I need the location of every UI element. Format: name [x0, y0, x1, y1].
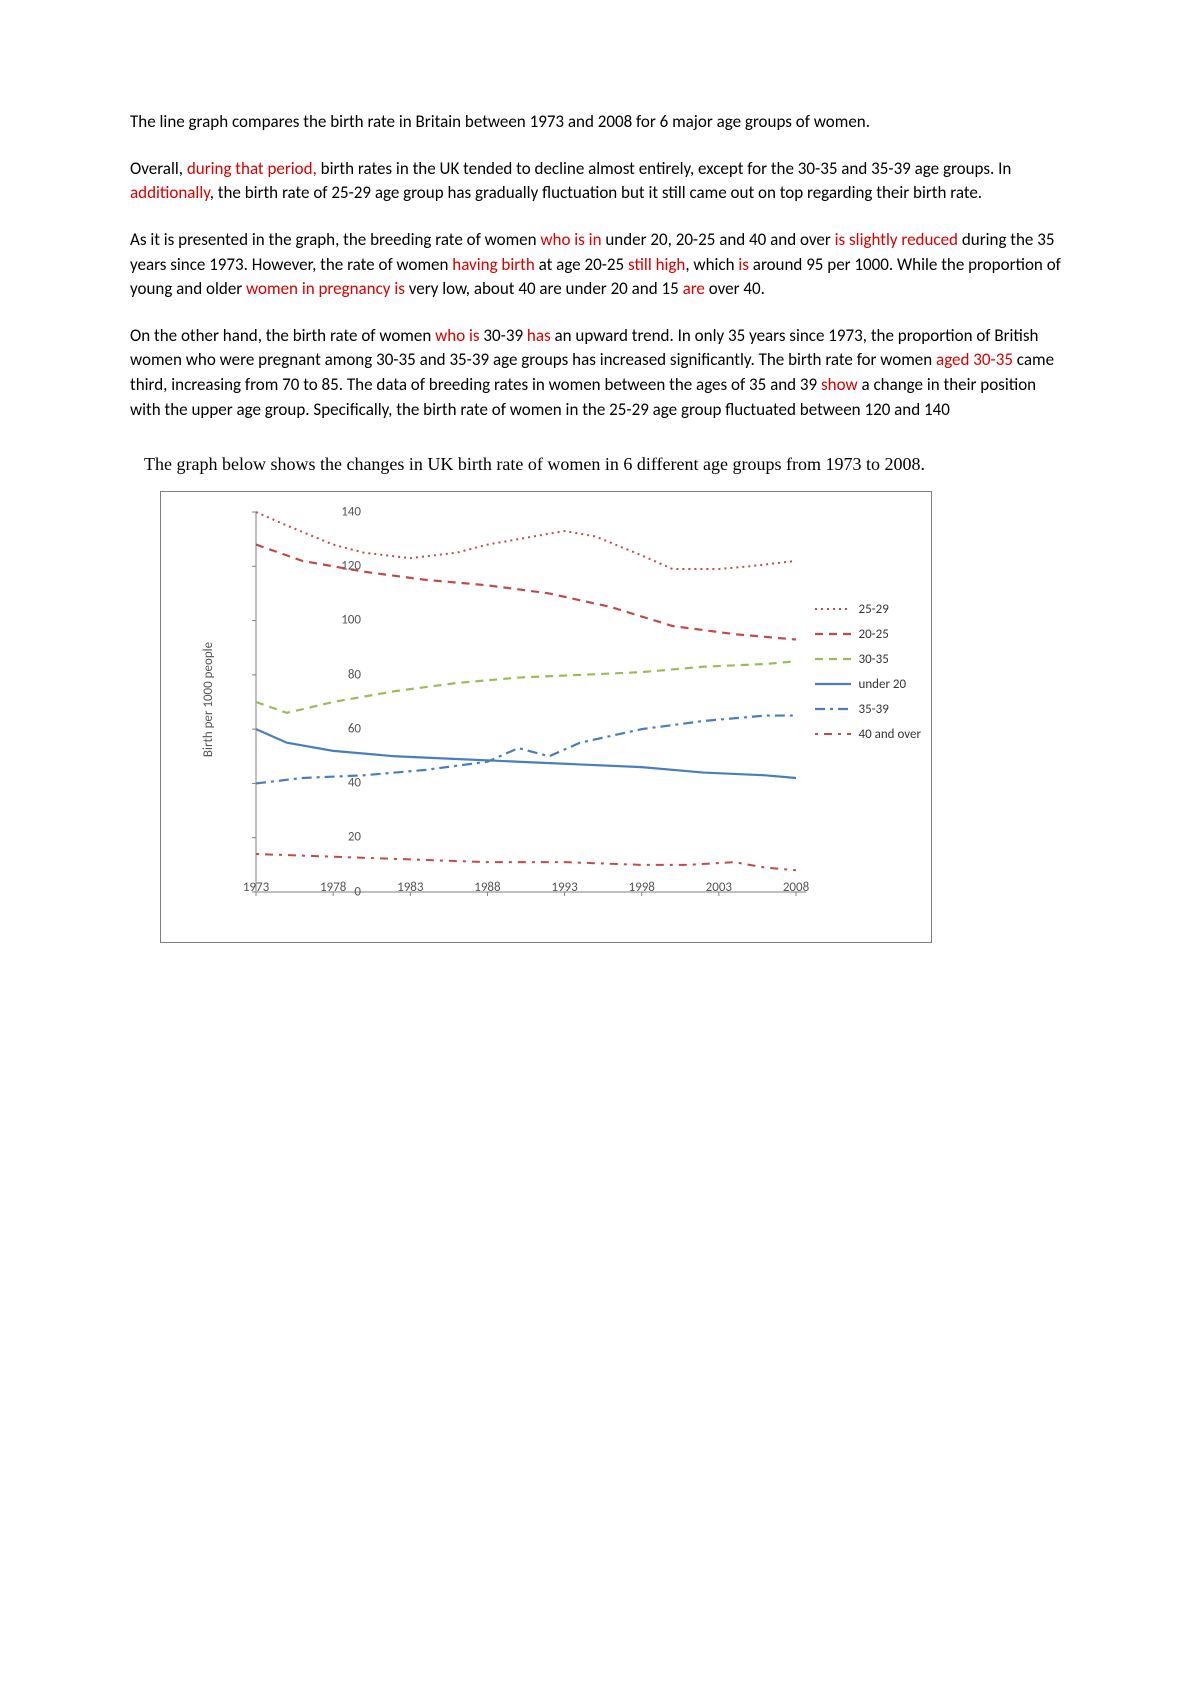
paragraph-4: On the other hand, the birth rate of wom… [130, 324, 1070, 423]
paragraph-3: As it is presented in the graph, the bre… [130, 228, 1070, 302]
legend-label: 35-39 [859, 702, 889, 717]
highlighted-text: additionally [130, 182, 210, 203]
paragraph-1: The line graph compares the birth rate i… [130, 110, 1070, 135]
highlighted-text: is [738, 254, 749, 275]
legend-mark [815, 627, 851, 641]
chart-svg [246, 512, 806, 892]
document-page: The line graph compares the birth rate i… [0, 0, 1200, 1003]
y-tick-label: 140 [331, 504, 361, 519]
y-tick-label: 100 [331, 613, 361, 628]
y-tick-label: 40 [331, 776, 361, 791]
legend-label: 40 and over [859, 727, 922, 742]
chart-title: The graph below shows the changes in UK … [144, 452, 1044, 476]
highlighted-text: women in pregnancy is [246, 278, 405, 299]
x-tick-label: 1983 [397, 880, 423, 895]
paragraph-2: Overall, during that period, birth rates… [130, 157, 1070, 206]
highlighted-text: has [527, 325, 551, 346]
legend-item-20-25: 20-25 [815, 627, 922, 642]
highlighted-text: having birth [452, 254, 535, 275]
x-tick-label: 1973 [243, 880, 269, 895]
legend-mark [815, 602, 851, 616]
highlighted-text: who is [435, 325, 479, 346]
legend-label: 30-35 [859, 652, 889, 667]
body-text: As it is presented in the graph, the bre… [130, 229, 540, 250]
series-line [256, 854, 796, 870]
body-text: under 20, 20-25 and 40 and over [602, 229, 835, 250]
x-tick-label: 1998 [629, 880, 655, 895]
highlighted-text: is slightly reduced [835, 229, 958, 250]
legend-mark [815, 677, 851, 691]
plot-area [246, 512, 806, 892]
y-tick-label: 20 [331, 830, 361, 845]
body-text: at age 20-25 [535, 254, 628, 275]
legend-mark [815, 652, 851, 666]
chart-legend: 25-29 20-25 30-35 under 20 35-39 40 and … [815, 592, 922, 752]
highlighted-text: who is in [540, 229, 601, 250]
y-axis-label: Birth per 1000 people [201, 642, 216, 757]
body-text: very low, about 40 are under 20 and 15 [405, 278, 683, 299]
body-text: 30-39 [480, 325, 527, 346]
body-text: over 40. [705, 278, 765, 299]
body-text: Overall, [130, 158, 187, 179]
highlighted-text: show [821, 374, 858, 395]
x-tick-label: 1988 [474, 880, 500, 895]
x-tick-label: 1993 [551, 880, 577, 895]
x-tick-label: 2008 [783, 880, 809, 895]
legend-item-30-35: 30-35 [815, 652, 922, 667]
highlighted-text: aged 30-35 [936, 349, 1013, 370]
legend-label: 20-25 [859, 627, 889, 642]
legend-label: under 20 [859, 677, 907, 692]
legend-label: 25-29 [859, 602, 889, 617]
x-tick-label: 1978 [320, 880, 346, 895]
y-tick-label: 80 [331, 667, 361, 682]
legend-item-40-over: 40 and over [815, 727, 922, 742]
body-text: , the birth rate of 25-29 age group has … [210, 182, 982, 203]
legend-item-35-39: 35-39 [815, 702, 922, 717]
y-tick-label: 60 [331, 721, 361, 736]
legend-item-under-20: under 20 [815, 677, 922, 692]
legend-item-25-29: 25-29 [815, 602, 922, 617]
highlighted-text: are [683, 278, 705, 299]
body-text: birth rates in the UK tended to decline … [317, 158, 1012, 179]
body-text: The line graph compares the birth rate i… [130, 111, 870, 132]
highlighted-text: still high [628, 254, 685, 275]
x-tick-label: 2003 [706, 880, 732, 895]
highlighted-text: during that period, [187, 158, 317, 179]
body-text: , which [685, 254, 738, 275]
birth-rate-chart: Birth per 1000 people 25-29 20-25 30-35 … [160, 491, 932, 943]
legend-mark [815, 727, 851, 741]
body-text: On the other hand, the birth rate of wom… [130, 325, 435, 346]
y-tick-label: 120 [331, 558, 361, 573]
legend-mark [815, 702, 851, 716]
